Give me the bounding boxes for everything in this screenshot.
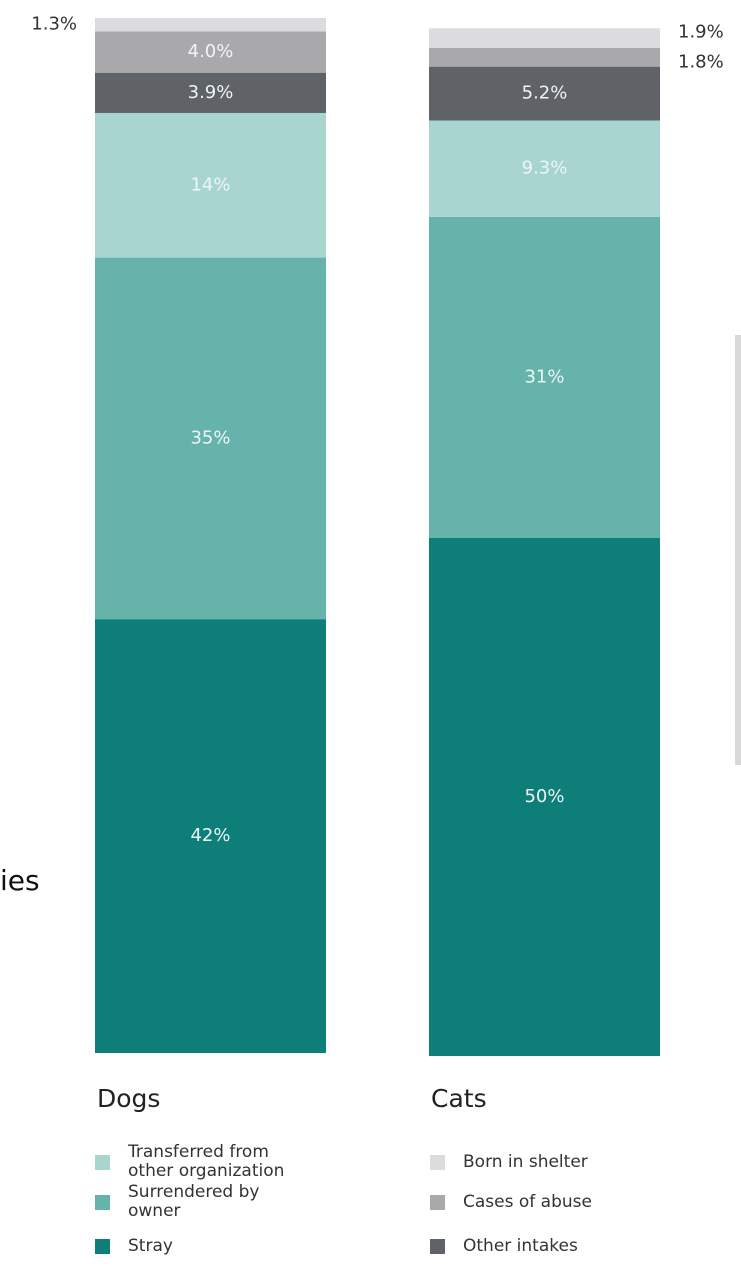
bar-segment	[429, 66, 660, 121]
legend-swatch	[95, 1155, 110, 1170]
value-label: 42%	[190, 825, 230, 846]
legend-label: Transferred from other organization	[128, 1142, 285, 1181]
value-label: 5.2%	[522, 83, 568, 104]
bar-segment	[429, 538, 660, 1056]
legend-swatch	[95, 1239, 110, 1254]
value-label: 50%	[524, 786, 564, 807]
legend-swatch	[95, 1195, 110, 1210]
legend-label: Other intakes	[463, 1235, 578, 1256]
cropped-image	[735, 335, 741, 765]
value-label: 31%	[524, 366, 564, 387]
bar-segment	[95, 619, 326, 1053]
value-label: 35%	[190, 427, 230, 448]
legend-label: Stray	[128, 1235, 173, 1256]
legend-label: Cases of abuse	[463, 1191, 592, 1212]
legend-swatch	[430, 1239, 445, 1254]
value-label: 9.3%	[522, 158, 568, 179]
value-label: 3.9%	[188, 82, 234, 103]
legend-swatch	[430, 1195, 445, 1210]
bar-segment	[95, 112, 326, 258]
bar-segment	[95, 257, 326, 620]
cropped-text: ies	[0, 864, 40, 897]
legend-swatch	[430, 1155, 445, 1170]
bar-segment	[429, 28, 660, 48]
category-label: Dogs	[97, 1084, 160, 1113]
value-label: 1.3%	[31, 14, 77, 35]
value-label: 14%	[190, 174, 230, 195]
legend-label: Born in shelter	[463, 1151, 588, 1172]
value-label: 4.0%	[188, 41, 234, 62]
value-label: 1.8%	[678, 52, 724, 73]
value-label: 1.9%	[678, 22, 724, 43]
category-label: Cats	[431, 1084, 487, 1113]
bar-segment	[429, 47, 660, 67]
bar-segment	[429, 216, 660, 538]
bar-segment	[95, 31, 326, 73]
bar-segment	[429, 120, 660, 217]
bar-segment	[95, 72, 326, 113]
bar-segment	[95, 17, 326, 32]
legend-label: Surrendered by owner	[128, 1182, 260, 1221]
